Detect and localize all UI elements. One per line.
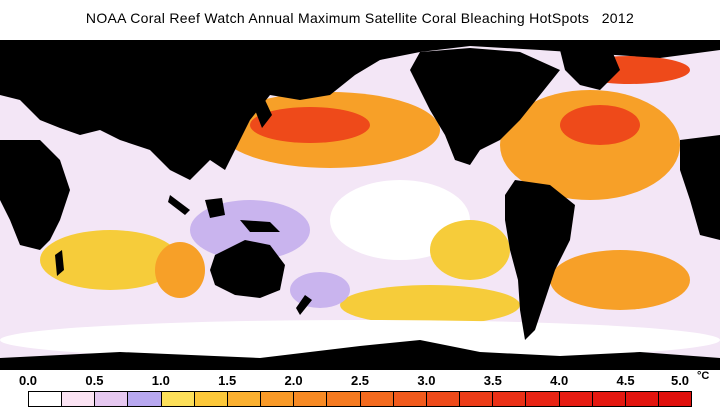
colorbar-swatch bbox=[460, 392, 494, 406]
tick-label: 5.0 bbox=[670, 373, 690, 388]
tick-label: 3.0 bbox=[417, 373, 436, 388]
colorbar-swatch bbox=[29, 392, 63, 406]
antarctica bbox=[0, 340, 720, 370]
tick-label: 2.0 bbox=[284, 373, 303, 388]
colorbar bbox=[28, 391, 692, 407]
madagascar bbox=[55, 250, 64, 276]
tick-label: 0.5 bbox=[85, 373, 104, 388]
patch-south-atlantic bbox=[550, 250, 690, 310]
patch-south-pacific bbox=[340, 285, 520, 325]
patch-north-pacific-core bbox=[250, 107, 370, 143]
colorbar-swatch bbox=[62, 392, 96, 406]
new-guinea bbox=[240, 220, 280, 232]
colorbar-swatch bbox=[658, 392, 692, 406]
borneo bbox=[205, 198, 225, 218]
colorbar-swatch bbox=[327, 392, 361, 406]
map-title: NOAA Coral Reef Watch Annual Maximum Sat… bbox=[85, 10, 635, 26]
colorbar-swatch bbox=[194, 392, 228, 406]
colorbar-swatch bbox=[128, 392, 162, 406]
tick-label: 0.0 bbox=[18, 373, 38, 388]
africa-east bbox=[680, 135, 720, 240]
patch-southern-ocean bbox=[0, 320, 720, 360]
colorbar-swatch bbox=[559, 392, 593, 406]
africa bbox=[0, 140, 70, 250]
colorbar-swatch bbox=[625, 392, 659, 406]
tick-label: 4.5 bbox=[616, 373, 635, 388]
tick-label: 1.5 bbox=[218, 373, 237, 388]
sumatra bbox=[168, 195, 190, 215]
eurasia bbox=[0, 40, 720, 180]
patch-north-atlantic-core bbox=[560, 105, 640, 145]
land-masses bbox=[0, 40, 720, 370]
colorbar-swatch bbox=[261, 392, 295, 406]
colorbar-swatch bbox=[526, 392, 560, 406]
colorbar-swatch bbox=[493, 392, 527, 406]
colorbar-swatch bbox=[95, 392, 129, 406]
colorbar-tick-labels: 0.0 0.5 1.0 1.5 2.0 2.5 3.0 3.5 4.0 4.5 … bbox=[0, 370, 720, 389]
tick-label: 3.5 bbox=[483, 373, 502, 388]
north-america bbox=[410, 48, 560, 165]
tick-label: 2.5 bbox=[350, 373, 370, 388]
colorbar-unit: °C bbox=[697, 370, 710, 382]
colorbar-swatch bbox=[360, 392, 394, 406]
greenland bbox=[560, 46, 620, 90]
colorbar-swatch bbox=[161, 392, 195, 406]
japan bbox=[255, 100, 272, 128]
patch-indian-ocean bbox=[40, 230, 180, 290]
colorbar-swatch bbox=[227, 392, 262, 406]
colorbar-swatch bbox=[294, 392, 328, 406]
patch-southeast-pacific bbox=[430, 220, 510, 280]
australia bbox=[210, 240, 285, 298]
tick-label: 1.0 bbox=[151, 373, 170, 388]
south-america bbox=[505, 180, 575, 340]
patch-east-indian bbox=[155, 242, 205, 298]
colorbar-swatch bbox=[393, 392, 427, 406]
patch-tasman bbox=[290, 272, 350, 308]
bleaching-hotspot-map bbox=[0, 40, 720, 370]
colorbar-swatch bbox=[592, 392, 626, 406]
tick-label: 4.0 bbox=[550, 373, 569, 388]
new-zealand bbox=[296, 295, 312, 315]
colorbar-swatch bbox=[426, 392, 461, 406]
